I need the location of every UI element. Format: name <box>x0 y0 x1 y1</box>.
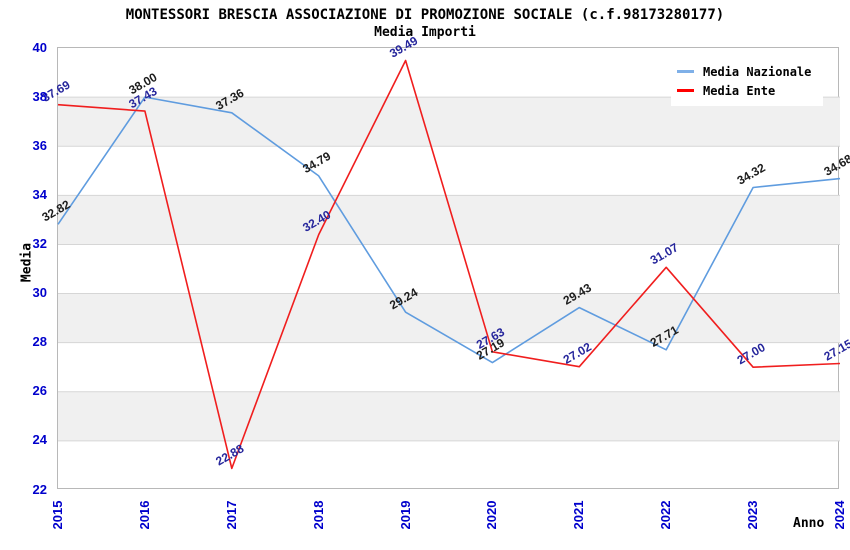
y-tick-label: 26 <box>32 383 47 399</box>
legend: Media Nazionale Media Ente <box>671 58 823 106</box>
y-tick-label: 40 <box>32 39 47 55</box>
legend-label: Media Ente <box>703 83 776 98</box>
plot-svg: 32.8238.0037.3634.7929.2427.1929.4327.71… <box>39 33 850 470</box>
x-tick-label: 2023 <box>744 500 760 530</box>
y-axis-title: Media <box>19 242 35 283</box>
plot-area: 32.82 38.00 37.36 34.79 29.24 27.19 29.43 27.71… <box>39 33 850 489</box>
y-tick-label: 22 <box>32 481 47 497</box>
series-line-media-ente <box>57 59 841 470</box>
data-label-media-nazionale: 34.79 <box>300 149 333 176</box>
y-tick-label: 36 <box>32 137 47 153</box>
legend-label: Media Nazionale <box>703 64 812 79</box>
series-line-media-nazionale <box>57 96 841 364</box>
chart-title: MONTESSORI BRESCIA ASSOCIAZIONE DI PROMO… <box>125 7 725 23</box>
plot-band <box>58 293 840 343</box>
legend-swatch-red-line-icon <box>677 89 694 92</box>
y-tick-label: 24 <box>32 432 47 448</box>
y-tick-label: 34 <box>32 186 47 202</box>
x-tick-label: 2021 <box>570 500 586 530</box>
data-label-media-nazionale: 34.32 <box>735 160 768 187</box>
x-tick-label: 2020 <box>483 500 499 530</box>
data-label-media-nazionale: 34.68 <box>821 151 850 178</box>
legend-swatch-blue-line-icon <box>677 70 694 73</box>
x-tick-label: 2019 <box>397 500 413 530</box>
data-label-media-ente: 27.02 <box>561 340 594 367</box>
y-tick-label: 28 <box>32 334 47 350</box>
y-tick-label: 32 <box>32 235 47 251</box>
y-tick-label: 38 <box>32 88 47 104</box>
data-label-media-ente: 27.00 <box>735 340 768 367</box>
x-tick-label: 2022 <box>657 500 673 530</box>
x-tick-label: 2016 <box>136 500 152 530</box>
y-tick-label: 30 <box>32 285 47 301</box>
x-tick-label: 2015 <box>49 500 65 530</box>
x-axis-title: Anno <box>793 516 825 531</box>
legend-item-media-ente: Media Ente <box>677 81 817 100</box>
x-tick-label: 2017 <box>223 500 239 530</box>
data-label-media-ente: 22.88 <box>213 441 246 468</box>
chart-subtitle: Media Importi <box>374 25 476 40</box>
x-tick-label: 2018 <box>310 500 326 530</box>
legend-item-media-nazionale: Media Nazionale <box>677 62 817 81</box>
plot-band <box>58 391 840 441</box>
